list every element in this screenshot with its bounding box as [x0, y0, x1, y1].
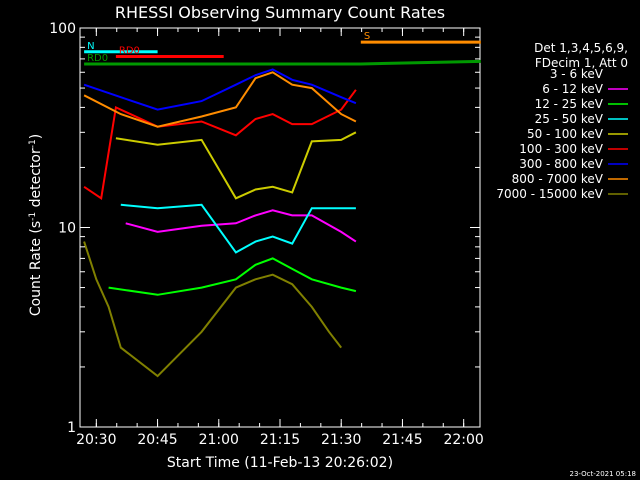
legend-label: 800 - 7000 keV [512, 172, 604, 186]
legend-label: 12 - 25 keV [535, 97, 604, 111]
legend-header-line: FDecim 1, Att 0 [535, 56, 628, 70]
flag-label: N [87, 41, 94, 52]
x-tick-label: 20:30 [76, 432, 116, 448]
series-line-25-50keV [120, 203, 356, 254]
legend-label: 3 - 6 keV [550, 67, 604, 81]
legend: Det 1,3,4,5,6,9,FDecim 1, Att 03 - 6 keV… [496, 41, 628, 201]
legend-label: 25 - 50 keV [535, 112, 604, 126]
y-label-sup: -1 [28, 139, 38, 148]
legend-label: 6 - 12 keV [542, 82, 604, 96]
y-label-text: Count Rate (s [28, 221, 44, 316]
series-line-300-800keV [83, 68, 357, 111]
x-axis-label: Start Time (11-Feb-13 20:26:02) [167, 455, 393, 471]
series-line-50-100keV [115, 131, 357, 200]
legend-label: 50 - 100 keV [527, 127, 604, 141]
legend-label: 300 - 800 keV [519, 157, 603, 171]
flag-label: RD0 [119, 45, 140, 56]
flag-line-RD0 [84, 59, 481, 66]
flag-label: S [364, 31, 370, 42]
chart-title: RHESSI Observing Summary Count Rates [115, 3, 445, 22]
flag-label: RD0 [87, 53, 108, 64]
series-line-12-25keV [108, 257, 357, 296]
x-tick-label: 21:30 [321, 432, 361, 448]
series-layer: N S RD0 RD0 [83, 31, 481, 400]
series-line-800-7000keV [83, 71, 357, 128]
y-tick-label: 1 [67, 420, 76, 436]
x-tick-label: 20:45 [137, 432, 177, 448]
y-label-sup: -1 [28, 212, 38, 221]
series-line-6-12keV [125, 209, 357, 243]
x-tick-label: 21:15 [260, 432, 300, 448]
x-tick-label: 22:00 [443, 432, 483, 448]
y-axis-label: Count Rate (s-1 detector-1) [28, 134, 44, 316]
x-tick-label: 21:00 [199, 432, 239, 448]
series-line-100-300keV [83, 89, 357, 201]
series-line-7000-15000keV [83, 241, 342, 378]
footer-date: 23-Oct-2021 05:18 [570, 470, 636, 478]
y-label-end: ) [28, 134, 44, 139]
legend-label: 7000 - 15000 keV [496, 187, 603, 201]
x-tick-label: 21:45 [382, 432, 422, 448]
legend-header-line: Det 1,3,4,5,6,9, [534, 41, 628, 55]
series-line-3-6keV [124, 273, 355, 400]
y-tick-label: 10 [58, 221, 76, 237]
y-tick-label: 100 [49, 21, 76, 37]
y-label-mid: detector [28, 148, 44, 212]
axis-layer: 20:30 20:45 21:00 21:15 21:30 21:45 22:00 1 10 10… [49, 21, 484, 448]
legend-label: 100 - 300 keV [519, 142, 603, 156]
